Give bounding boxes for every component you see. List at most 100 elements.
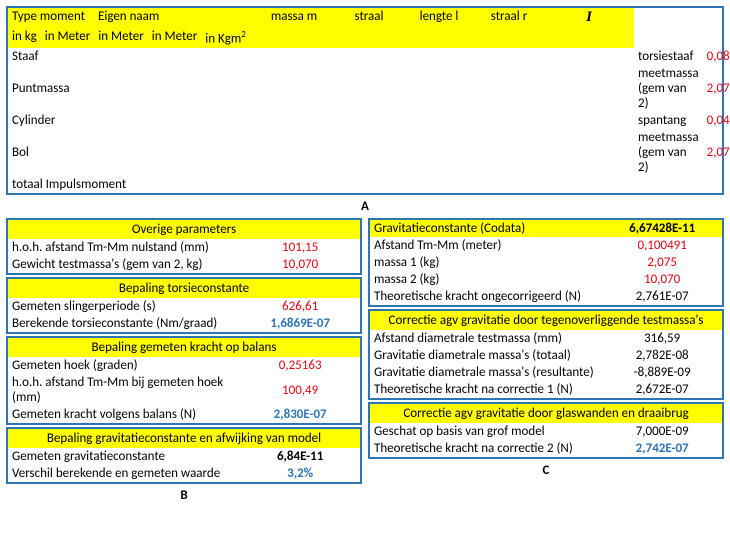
param-label: Gravitatieconstante (Codata) (370, 220, 602, 237)
hdr-massa-b: in kg (8, 28, 41, 48)
param-label: h.o.h. afstand Tm-Mm bij gemeten hoek (m… (8, 374, 240, 406)
param-row: Theoretische kracht na correctie 2 (N)2,… (370, 440, 722, 457)
param-value: 10,070 (602, 271, 722, 288)
label-B: B (6, 486, 362, 507)
hdr-I-b: in Kgm2 (201, 28, 250, 48)
param-value: 2,075 (602, 254, 722, 271)
header-row-2: in kg in Meter in Meter in Meter in Kgm2 (8, 28, 634, 48)
param-label: massa 2 (kg) (370, 271, 602, 288)
col-B: Overige parametersh.o.h. afstand Tm-Mm n… (6, 218, 362, 507)
param-value: 0,25163 (240, 357, 360, 374)
cell-massa: 0,080 (703, 48, 730, 65)
cell-eigen: torsiestaaf (634, 48, 703, 65)
param-box: Bepaling gravitatieconstante en afwijkin… (6, 427, 362, 484)
param-value: 2,782E-08 (602, 347, 722, 364)
param-value: 2,761E-07 (602, 288, 722, 305)
param-label: Gemeten gravitatieconstante (8, 448, 240, 465)
param-label: Theoretische kracht na correctie 2 (N) (370, 440, 602, 457)
hdr-lengte-b: in Meter (94, 28, 147, 48)
param-label: Afstand diametrale testmassa (mm) (370, 330, 602, 347)
param-label: h.o.h. afstand Tm-Mm nulstand (mm) (8, 239, 240, 256)
param-value: 1,6869E-07 (240, 315, 360, 332)
box-title: Bepaling gravitatieconstante en afwijkin… (8, 429, 360, 448)
param-box: Bepaling gemeten kracht op balansGemeten… (6, 336, 362, 425)
param-row: Verschil berekende en gemeten waarde3,2% (8, 465, 360, 482)
param-row: Gemeten gravitatieconstante6,84E-11 (8, 448, 360, 465)
param-row: Geschat op basis van grof model7,000E-09 (370, 423, 722, 440)
hdr-straalr-b: in Meter (148, 28, 201, 48)
cell-type: Puntmassa (8, 65, 634, 112)
hdr-eigen: Eigen naam (94, 8, 254, 28)
param-label: Geschat op basis van grof model (370, 423, 602, 440)
table-row: Staaftorsiestaaf0,0800,0030,3340,0007417 (8, 48, 730, 65)
box-title: Bepaling gemeten kracht op balans (8, 338, 360, 357)
hdr-type: Type moment (8, 8, 94, 28)
param-box: Bepaling torsieconstanteGemeten slingerp… (6, 277, 362, 334)
param-value: 2,742E-07 (602, 440, 722, 457)
param-row: Gravitatieconstante (Codata)6,67428E-11 (370, 220, 722, 237)
param-row: Gewicht testmassa's (gem van 2, kg)10,07… (8, 256, 360, 273)
param-value: 6,84E-11 (240, 448, 360, 465)
param-box: Gravitatieconstante (Codata)6,67428E-11A… (368, 218, 724, 307)
table-row: Cylinderspantang0,0400,0060,0000007 (8, 112, 730, 129)
param-row: massa 1 (kg)2,075 (370, 254, 722, 271)
cell-eigen: meetmassa (gem van 2) (634, 129, 703, 176)
total-row: totaal Impulsmoment 0,0961279 (8, 176, 730, 193)
box-title: Correctie agv gravitatie door glaswanden… (370, 404, 722, 423)
param-label: Gemeten kracht volgens balans (N) (8, 406, 240, 423)
param-value: 0,100491 (602, 237, 722, 254)
param-value: 6,67428E-11 (602, 220, 722, 237)
table-row: Puntmassameetmassa (gem van 2)2,0750,150… (8, 65, 730, 112)
hdr-straalr-a: straal r (474, 8, 544, 28)
hdr-straal-b: in Meter (41, 28, 94, 48)
param-value: 100,49 (240, 374, 360, 406)
param-label: Theoretische kracht na correctie 1 (N) (370, 381, 602, 398)
param-value: 626,61 (240, 298, 360, 315)
param-value: 101,15 (240, 239, 360, 256)
param-box: Overige parametersh.o.h. afstand Tm-Mm n… (6, 218, 362, 275)
hdr-lengte-a: lengte l (404, 8, 474, 28)
param-row: Theoretische kracht na correctie 1 (N)2,… (370, 381, 722, 398)
param-row: massa 2 (kg)10,070 (370, 271, 722, 288)
moment-table: Type moment Eigen naam massa m straal le… (8, 8, 730, 193)
hdr-massa-a: massa m (254, 8, 334, 28)
param-value: 2,672E-07 (602, 381, 722, 398)
param-row: Theoretische kracht ongecorrigeerd (N)2,… (370, 288, 722, 305)
param-row: Afstand diametrale testmassa (mm)316,59 (370, 330, 722, 347)
header-row-1: Type moment Eigen naam massa m straal le… (8, 8, 634, 28)
box-title: Bepaling torsieconstante (8, 279, 360, 298)
param-value: 2,830E-07 (240, 406, 360, 423)
param-value: 316,59 (602, 330, 722, 347)
param-label: massa 1 (kg) (370, 254, 602, 271)
param-row: Gemeten hoek (graden)0,25163 (8, 357, 360, 374)
cell-type: Bol (8, 129, 634, 176)
label-A: A (6, 197, 724, 218)
param-label: Gravitatie diametrale massa's (totaal) (370, 347, 602, 364)
param-label: Gravitatie diametrale massa's (resultant… (370, 364, 602, 381)
param-label: Gemeten slingerperiode (s) (8, 298, 240, 315)
cell-eigen: spantang (634, 112, 703, 129)
param-row: Afstand Tm-Mm (meter)0,100491 (370, 237, 722, 254)
label-C: C (368, 461, 724, 482)
param-value: 10,070 (240, 256, 360, 273)
param-value: -8,889E-09 (602, 364, 722, 381)
total-label: totaal Impulsmoment (8, 176, 730, 193)
cell-type: Staaf (8, 48, 634, 65)
col-C: Gravitatieconstante (Codata)6,67428E-11A… (368, 218, 724, 507)
param-label: Verschil berekende en gemeten waarde (8, 465, 240, 482)
param-row: Gemeten slingerperiode (s)626,61 (8, 298, 360, 315)
cell-eigen: meetmassa (gem van 2) (634, 65, 703, 112)
param-row: Gravitatie diametrale massa's (totaal)2,… (370, 347, 722, 364)
param-label: Theoretische kracht ongecorrigeerd (N) (370, 288, 602, 305)
cell-massa: 2,075 (703, 129, 730, 176)
param-value: 3,2% (240, 465, 360, 482)
param-row: h.o.h. afstand Tm-Mm nulstand (mm)101,15 (8, 239, 360, 256)
param-label: Afstand Tm-Mm (meter) (370, 237, 602, 254)
hdr-I-a: I (544, 8, 634, 28)
table-row: Bolmeetmassa (gem van 2)2,0750,0350,0020… (8, 129, 730, 176)
param-box: Correctie agv gravitatie door glaswanden… (368, 402, 724, 459)
param-label: Berekende torsieconstante (Nm/graad) (8, 315, 240, 332)
param-label: Gewicht testmassa's (gem van 2, kg) (8, 256, 240, 273)
hdr-straal-a: straal (334, 8, 404, 28)
param-row: Berekende torsieconstante (Nm/graad)1,68… (8, 315, 360, 332)
